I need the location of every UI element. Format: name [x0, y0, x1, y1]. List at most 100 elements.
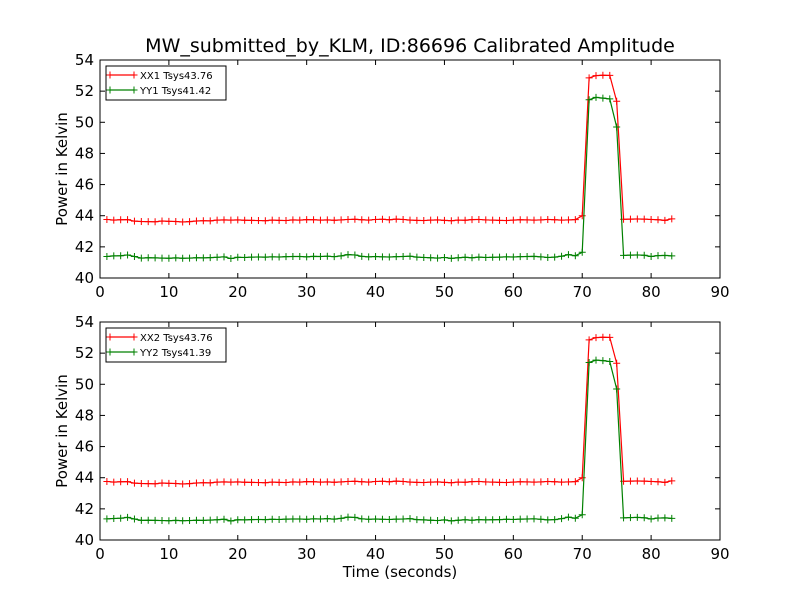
- y-tick-label: 52: [75, 344, 94, 362]
- legend-box: [105, 65, 227, 101]
- data-point: [661, 478, 669, 486]
- data-point: [475, 477, 483, 485]
- data-point: [199, 516, 207, 524]
- data-point: [427, 216, 435, 224]
- data-point: [130, 253, 138, 261]
- data-point: [564, 513, 572, 521]
- data-point: [165, 479, 173, 487]
- data-point: [303, 216, 311, 224]
- x-tick-label: 20: [228, 545, 247, 563]
- data-point: [137, 479, 145, 487]
- data-point: [661, 251, 669, 259]
- data-point: [378, 477, 386, 485]
- data-point: [392, 215, 400, 223]
- data-point: [351, 477, 359, 485]
- data-point: [496, 516, 504, 524]
- data-point: [323, 216, 331, 224]
- data-point: [551, 516, 559, 524]
- data-point: [248, 253, 256, 261]
- data-point: [289, 216, 297, 224]
- data-point: [578, 474, 586, 482]
- data-point: [489, 516, 497, 524]
- data-point: [413, 216, 421, 224]
- x-tick-label: 20: [228, 283, 247, 301]
- data-point: [365, 253, 373, 261]
- data-point: [296, 478, 304, 486]
- data-point: [558, 216, 566, 224]
- data-point: [475, 516, 483, 524]
- data-point: [399, 477, 407, 485]
- data-point: [316, 515, 324, 523]
- x-tick-label: 90: [710, 545, 729, 563]
- data-point: [186, 517, 194, 525]
- data-point: [420, 217, 428, 225]
- data-point: [310, 478, 318, 486]
- data-point: [489, 478, 497, 486]
- data-point: [585, 74, 593, 82]
- data-point: [261, 217, 269, 225]
- data-point: [585, 96, 593, 104]
- y-tick-label: 48: [75, 406, 94, 424]
- data-point: [227, 478, 235, 486]
- data-point: [496, 478, 504, 486]
- x-tick-label: 70: [573, 545, 592, 563]
- data-point: [620, 514, 628, 522]
- legend-marker: [106, 348, 114, 356]
- data-point: [117, 478, 125, 486]
- data-point: [447, 479, 455, 487]
- data-point: [172, 217, 180, 225]
- data-point: [117, 252, 125, 260]
- data-point: [489, 253, 497, 261]
- data-point: [440, 516, 448, 524]
- data-point: [261, 479, 269, 487]
- data-point: [337, 216, 345, 224]
- data-point: [220, 216, 228, 224]
- data-point: [461, 253, 469, 261]
- data-point: [489, 216, 497, 224]
- data-point: [344, 477, 352, 485]
- y-tick-label: 40: [75, 269, 94, 287]
- data-point: [502, 217, 510, 225]
- data-point: [599, 94, 607, 102]
- data-point: [213, 216, 221, 224]
- data-point: [130, 515, 138, 523]
- data-point: [413, 478, 421, 486]
- data-point: [151, 218, 159, 226]
- y-tick-label: 46: [75, 438, 94, 456]
- data-point: [654, 514, 662, 522]
- legend-marker: [106, 71, 114, 79]
- data-point: [199, 217, 207, 225]
- data-point: [316, 253, 324, 261]
- data-point: [551, 216, 559, 224]
- data-point: [179, 480, 187, 488]
- y-tick-label: 54: [75, 313, 94, 331]
- y-tick-label: 46: [75, 176, 94, 194]
- y-tick-label: 52: [75, 82, 94, 100]
- data-point: [310, 216, 318, 224]
- data-point: [571, 478, 579, 486]
- data-point: [330, 253, 338, 261]
- data-point: [427, 516, 435, 524]
- data-point: [316, 478, 324, 486]
- data-point: [564, 251, 572, 259]
- legend-marker: [130, 86, 138, 94]
- data-point: [344, 215, 352, 223]
- data-point: [496, 216, 504, 224]
- data-point: [516, 253, 524, 261]
- data-point: [330, 478, 338, 486]
- data-point: [137, 254, 145, 262]
- data-point: [502, 515, 510, 523]
- data-point: [172, 516, 180, 524]
- data-point: [578, 511, 586, 519]
- series-markers-yy2: [103, 356, 676, 525]
- data-point: [599, 71, 607, 79]
- data-point: [337, 478, 345, 486]
- data-point: [192, 254, 200, 262]
- data-point: [234, 216, 242, 224]
- data-point: [241, 216, 249, 224]
- y-tick-label: 44: [75, 207, 94, 225]
- y-tick-label: 42: [75, 238, 94, 256]
- data-point: [544, 477, 552, 485]
- data-point: [213, 516, 221, 524]
- data-point: [530, 478, 538, 486]
